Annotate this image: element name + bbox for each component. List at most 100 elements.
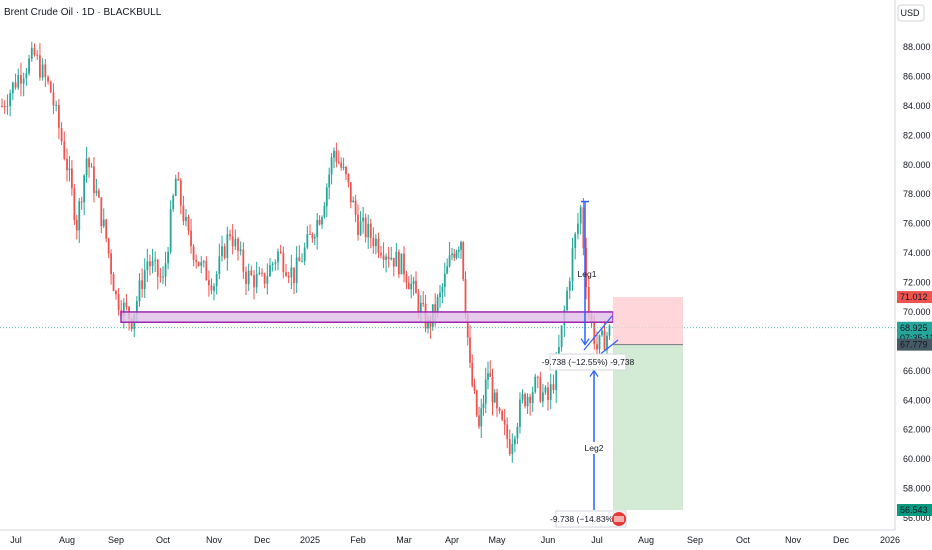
price-tag-text-last: 68.925	[900, 323, 928, 333]
channel-line-lower[interactable]	[597, 339, 619, 357]
candle-body	[66, 158, 68, 171]
x-tick-label: Aug	[638, 535, 654, 545]
candle-body	[542, 392, 544, 402]
candle-body	[364, 217, 367, 238]
candle-body	[513, 438, 516, 445]
channel-line-upper[interactable]	[583, 315, 613, 351]
price-tag-entry	[897, 338, 932, 351]
candle-body	[9, 93, 12, 106]
candle-body	[427, 319, 429, 329]
candle-body	[471, 362, 474, 386]
candle-body	[261, 272, 263, 274]
candle-body	[162, 276, 164, 278]
x-tick-label: Dec	[254, 535, 271, 545]
candle-body	[205, 261, 208, 281]
candle-body	[390, 257, 393, 260]
candle-body	[316, 219, 319, 238]
candle-body	[245, 271, 247, 284]
candle-body	[534, 376, 537, 392]
candle-body	[154, 259, 157, 262]
candle-body	[25, 73, 28, 79]
candle-body	[117, 294, 120, 311]
key-zone-rectangle[interactable]	[120, 311, 614, 323]
candle-body	[325, 187, 328, 207]
candle-body	[274, 262, 277, 264]
candle-body	[493, 392, 496, 403]
candle-body	[130, 318, 133, 330]
candle-body	[417, 293, 420, 312]
candle-body	[298, 257, 301, 262]
candle-body	[239, 249, 242, 252]
candle-body	[14, 82, 17, 88]
candle-body	[439, 292, 441, 297]
candle-body	[519, 399, 521, 427]
candle-body	[135, 301, 138, 315]
leg1-arrow	[580, 338, 590, 346]
candle-body	[593, 321, 596, 345]
candle-body	[457, 249, 460, 252]
candle-body	[172, 195, 175, 210]
candle-body	[318, 219, 321, 225]
x-tick-label: Nov	[785, 535, 802, 545]
candle-body	[125, 302, 128, 307]
candle-body	[179, 180, 182, 206]
candle-body	[333, 150, 335, 158]
candle-body	[455, 251, 458, 258]
candle-body	[269, 265, 271, 277]
price-tag-last	[897, 321, 932, 344]
candle-body	[337, 161, 340, 163]
candle-body	[167, 251, 169, 264]
candle-body	[603, 330, 606, 350]
candle-body	[90, 166, 93, 168]
candle-body	[606, 335, 608, 350]
y-tick-label: 78.000	[903, 189, 931, 199]
candle-body	[395, 251, 398, 267]
take-profit-zone[interactable]	[613, 344, 683, 511]
candle-body	[434, 304, 437, 314]
candle-body	[105, 219, 108, 239]
x-tick-label: 2026	[880, 535, 900, 545]
candle-body	[382, 255, 385, 260]
candle-body	[582, 207, 585, 249]
candle-body	[164, 263, 167, 277]
candle-body	[536, 376, 539, 378]
candle-body	[577, 223, 579, 234]
candle-body	[579, 207, 582, 224]
candle-body	[226, 234, 229, 258]
candle-body	[271, 263, 274, 266]
candle-body	[28, 58, 30, 74]
candle-body	[6, 105, 9, 107]
candle-body	[349, 182, 352, 203]
candle-body	[237, 238, 239, 252]
stop-loss-zone[interactable]	[613, 297, 683, 345]
y-tick-label: 76.000	[903, 219, 931, 229]
candle-body	[221, 246, 223, 257]
candle-body	[190, 230, 192, 247]
currency-box[interactable]	[897, 4, 925, 22]
price-tag-text-stop: 71.012	[900, 292, 928, 302]
candle-body	[185, 216, 187, 222]
x-tick-label: Nov	[206, 535, 223, 545]
candle-body	[501, 410, 503, 420]
candle-body	[478, 415, 480, 427]
candle-body	[290, 267, 293, 278]
candle-body	[3, 106, 6, 108]
candle-body	[560, 325, 563, 348]
candle-body	[266, 276, 269, 284]
x-tick-label: May	[488, 535, 506, 545]
candle-body	[496, 392, 498, 409]
candle-body	[555, 360, 558, 391]
x-tick-label: Jul	[591, 535, 603, 545]
candle-body	[475, 390, 478, 416]
candle-body	[503, 419, 506, 425]
candle-body	[52, 92, 55, 106]
x-tick-label: Jun	[541, 535, 556, 545]
candle-body	[506, 424, 509, 440]
candle-body	[484, 379, 487, 404]
x-tick-label: Oct	[736, 535, 751, 545]
candle-body	[342, 166, 345, 168]
candle-body	[287, 275, 290, 278]
candle-body	[115, 291, 117, 295]
candle-body	[566, 290, 568, 311]
